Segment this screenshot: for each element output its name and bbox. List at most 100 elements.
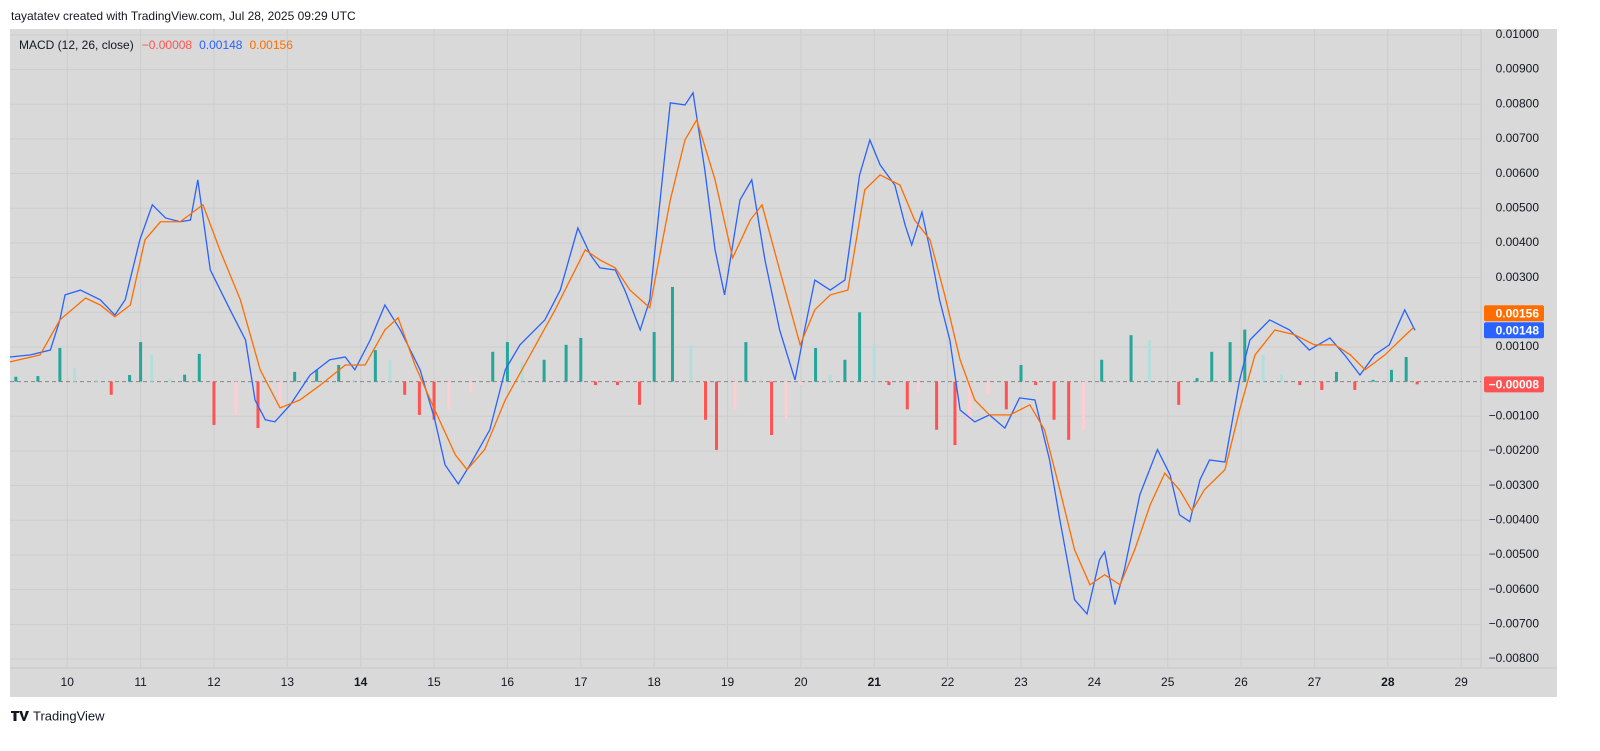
legend-value: 0.00148 [199, 38, 243, 52]
logo-text: TradingView [33, 708, 105, 723]
y-tick-label: −0.00300 [1489, 478, 1540, 492]
x-tick-label: 27 [1308, 675, 1322, 689]
histogram-bar [785, 382, 788, 420]
y-tick-label: −0.00100 [1489, 408, 1540, 422]
histogram-bar [403, 382, 406, 395]
x-tick-label: 23 [1014, 675, 1028, 689]
histogram-bar [212, 382, 215, 425]
y-tick-label: −0.00200 [1489, 443, 1540, 457]
histogram-bar [733, 382, 736, 410]
histogram-bar [337, 365, 340, 382]
y-tick-label: 0.00400 [1496, 235, 1540, 249]
histogram-bar [352, 380, 355, 382]
histogram-bar [1034, 382, 1037, 385]
histogram-bar [234, 382, 237, 415]
histogram-bar [579, 338, 582, 382]
histogram-bar [986, 382, 989, 395]
legend: MACD (12, 26, close) −0.00008 0.00148 0.00… [19, 38, 293, 52]
histogram-bar [1353, 382, 1356, 390]
indicator-name: MACD (12, 26, close) [19, 38, 134, 52]
y-tick-label: 0.00800 [1496, 96, 1540, 110]
histogram-bar [293, 372, 296, 382]
legend-value: −0.00008 [142, 38, 193, 52]
x-tick-label: 21 [868, 675, 882, 689]
histogram-bar [150, 355, 153, 382]
histogram-bar [1405, 357, 1408, 382]
histogram-bar [873, 345, 876, 382]
histogram-bar [594, 382, 597, 385]
histogram-bar [1148, 340, 1151, 382]
x-tick-label: 14 [354, 675, 368, 689]
histogram-bar [653, 332, 656, 382]
x-tick-label: 15 [427, 675, 441, 689]
histogram-bar [1335, 372, 1338, 382]
histogram-bar [1298, 382, 1301, 385]
histogram-bar [73, 368, 76, 382]
histogram-bar [58, 348, 61, 382]
attribution: tayatatev created with TradingView.com, … [11, 9, 356, 23]
y-tick-label: −0.00800 [1489, 651, 1540, 665]
histogram-bar [1053, 382, 1056, 420]
y-tick-label: 0.01000 [1496, 27, 1540, 41]
histogram-bar [829, 375, 832, 382]
y-tick-label: 0.00100 [1496, 339, 1540, 353]
logo-icon [11, 711, 29, 721]
histogram-bar [1115, 380, 1118, 382]
histogram-bar [1163, 382, 1166, 383]
y-tick-label: 0.00500 [1496, 200, 1540, 214]
histogram-bar [1130, 335, 1133, 381]
histogram-bar [447, 382, 450, 410]
y-tick-label: −0.00600 [1489, 582, 1540, 596]
histogram-bar [887, 382, 890, 385]
histogram-bar [110, 382, 113, 395]
histogram-bar [917, 382, 920, 392]
histogram-bar [715, 382, 718, 450]
histogram-bar [1100, 360, 1103, 382]
histogram-bar [469, 382, 472, 392]
price-badge-label: 0.00156 [1496, 306, 1540, 320]
y-tick-label: 0.00300 [1496, 270, 1540, 284]
logo: TradingView [11, 708, 105, 723]
x-tick-label: 16 [501, 675, 515, 689]
histogram-bar [689, 345, 692, 382]
y-tick-label: 0.00600 [1496, 166, 1540, 180]
histogram-bar [858, 312, 861, 381]
y-tick-label: −0.00400 [1489, 512, 1540, 526]
x-tick-label: 22 [941, 675, 955, 689]
histogram-bar [744, 342, 747, 382]
x-tick-label: 19 [721, 675, 735, 689]
x-tick-label: 12 [207, 675, 221, 689]
x-tick-label: 29 [1455, 675, 1469, 689]
histogram-bar [1390, 370, 1393, 382]
histogram-bar [638, 382, 641, 405]
histogram-bar [843, 360, 846, 382]
histogram-bar [616, 382, 619, 385]
histogram-bar [1210, 352, 1213, 382]
histogram-bar [1196, 378, 1199, 381]
x-tick-label: 13 [281, 675, 295, 689]
histogram-bar [935, 382, 938, 430]
histogram-bar [1372, 380, 1375, 382]
histogram-bar [315, 370, 318, 382]
histogram-bar [183, 375, 186, 382]
histogram-bar [14, 377, 17, 382]
histogram-bar [543, 360, 546, 382]
histogram-bar [814, 348, 817, 382]
histogram-bar [1177, 382, 1180, 405]
price-badge-label: 0.00148 [1496, 323, 1540, 337]
histogram-bar [1005, 382, 1008, 410]
x-tick-label: 17 [574, 675, 588, 689]
histogram-bar [506, 342, 509, 382]
histogram-bar [1082, 382, 1085, 430]
x-tick-label: 26 [1234, 675, 1248, 689]
histogram-bar [1320, 382, 1323, 390]
x-tick-label: 18 [647, 675, 661, 689]
legend-value: 0.00156 [249, 38, 293, 52]
x-tick-label: 20 [794, 675, 808, 689]
histogram-bar [1416, 382, 1419, 385]
histogram-bar [565, 345, 568, 382]
histogram-bar [389, 360, 392, 382]
histogram-bar [1229, 342, 1232, 382]
histogram-bar [1262, 355, 1265, 382]
